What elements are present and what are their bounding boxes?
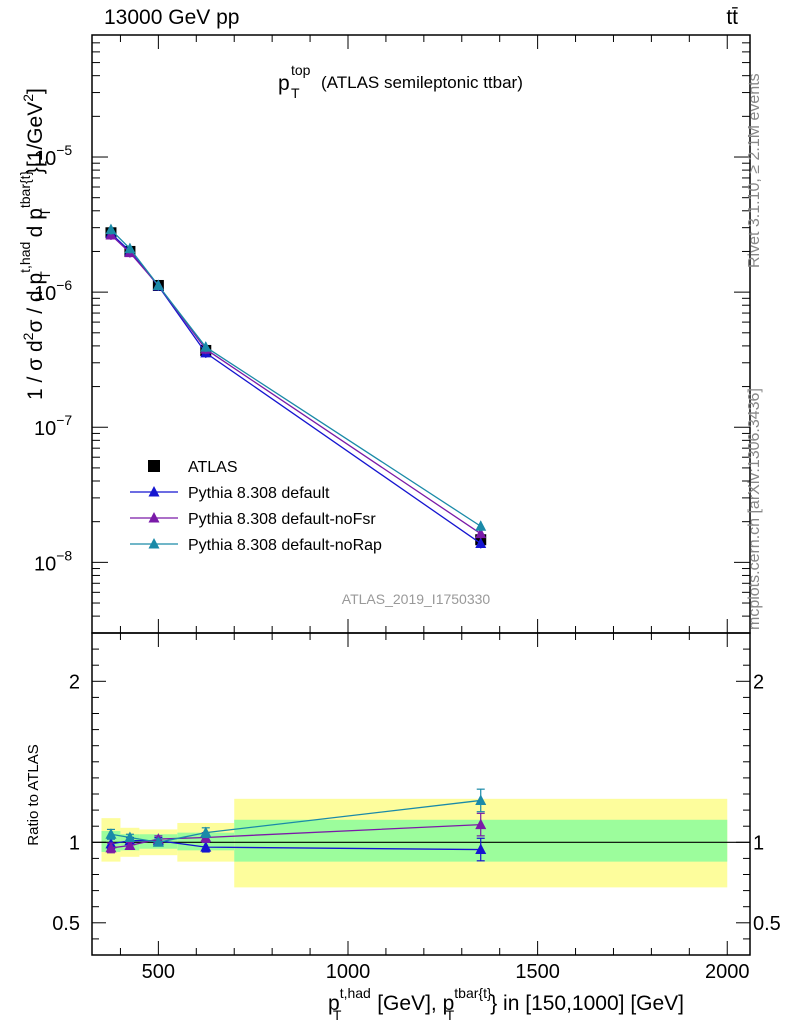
legend-marker [148,486,160,497]
y-tick-label: 10−5 [34,142,72,170]
legend-label: Pythia 8.308 default [188,485,330,502]
ratio-y-tick-label-right: 2 [753,671,764,693]
x-axis-label: pt,had T [GeV], ptbar{t} T} in [150,1000] … [328,985,684,1023]
ratio-y-tick-label-right: 0.5 [753,913,781,935]
svg-text:p: p [278,72,290,95]
ratio-data-point [200,841,212,852]
title-sup: top [291,62,311,78]
title-sub: T [291,85,300,101]
plot-title: p top T (ATLAS semileptonic ttbar) [278,62,523,101]
legend-marker [148,538,160,549]
svg-text:pt,hadT [GeV], ptbar{t}T} in [: pt,had T [GeV], ptbar{t} T} in [150,1000] … [328,985,684,1023]
x-tick-label: 2000 [705,961,750,983]
analysis-id: ATLAS_2019_I1750330 [342,591,491,607]
ratio-data-point [105,828,117,839]
process-label: tt̄ [726,6,738,29]
title-symbol: p [278,72,290,95]
data-point [105,223,117,235]
ratio-ylabel: Ratio to ATLAS [25,744,42,845]
data-point [124,242,136,254]
ratio-data-point [124,839,136,851]
ratio-data-point [475,794,487,805]
data-point [152,279,164,290]
x-tick-label: 500 [142,961,175,983]
data-point [200,341,212,352]
ratio-data-point [200,826,212,838]
ratio-y-tick-label: 2 [69,671,80,693]
energy-label: 13000 GeV pp [104,6,239,29]
legend-marker [148,512,160,523]
x-tick-label: 1500 [515,961,560,983]
ratio-data-point [152,836,164,847]
series-line [110,229,482,527]
main-ylabel: 1 / σ d2σ / d pt,hadT d ptbar{t}T}[1/GeV… [17,88,53,400]
data-point [475,520,487,531]
legend-label: Pythia 8.308 default-noFsr [188,511,376,528]
y-tick-label: 10−6 [34,277,72,305]
data-point [475,537,487,548]
title-text: (ATLAS semileptonic ttbar) [321,73,523,92]
legend: ATLAS Pythia 8.308 default Pythia 8.308 de… [130,459,382,554]
ratio-y-tick-label: 0.5 [52,913,80,935]
ratio-data-point [475,818,487,830]
legend-marker [148,460,160,472]
y-tick-label: 10−7 [34,412,72,440]
ratio-data-point [124,831,136,842]
legend-label: Pythia 8.308 default-noRap [188,537,382,554]
ratio-data-point [105,841,117,853]
y-tick-label: 10−8 [34,547,72,575]
data-point [475,527,487,539]
mcplots-label: mcplots.cern.ch [arXiv:1306.3436] [746,388,763,630]
ratio-panel-frame [91,632,751,956]
ratio-data-point [475,843,487,855]
x-tick-label: 1000 [326,961,371,983]
svg-text:1 / σ d2σ / d pt,hadT d ptbar{: 1 / σ d2σ / d pt,hadT d ptbar{t}T}[1/GeV… [17,88,53,400]
rivet-label: Rivet 3.1.10, ≥ 2.1M events [746,73,763,268]
ratio-y-tick-label-right: 1 [753,832,764,854]
legend-label: ATLAS [188,459,238,476]
ratio-y-tick-label: 1 [69,832,80,854]
